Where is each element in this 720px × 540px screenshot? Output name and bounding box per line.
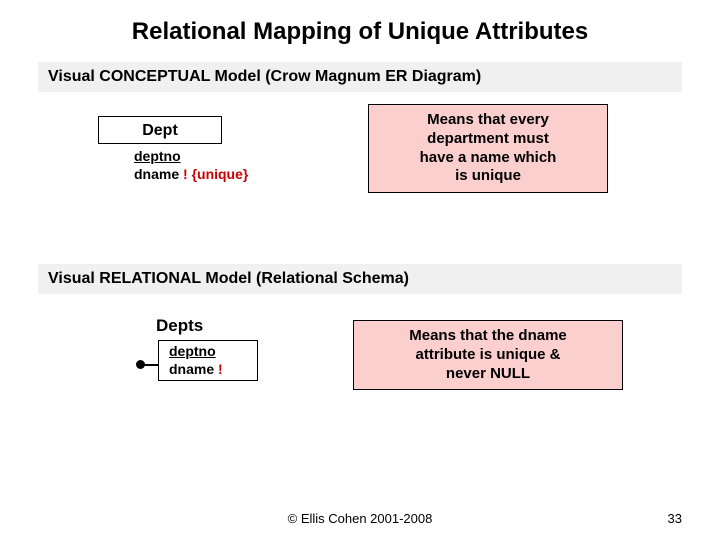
entity-dept-label: Dept xyxy=(142,122,178,139)
attr-dname-row: dname ! {unique} xyxy=(134,166,248,184)
callout-line: Means that every xyxy=(379,111,597,130)
callout-line: is unique xyxy=(379,167,597,186)
attr-deptno: deptno xyxy=(134,148,248,166)
attr-dname-constraint: ! {unique} xyxy=(179,166,248,182)
callout-line: department must xyxy=(379,130,597,149)
conceptual-section: Dept deptno dname ! {unique} Means that … xyxy=(38,98,682,258)
footer-copyright: © Ellis Cohen 2001-2008 xyxy=(0,511,720,526)
callout-line: Means that the dname xyxy=(364,327,612,346)
key-marker-line-icon xyxy=(144,364,158,366)
callout-line: never NULL xyxy=(364,365,612,384)
attr-dname: dname xyxy=(134,166,179,182)
conceptual-banner: Visual CONCEPTUAL Model (Crow Magnum ER … xyxy=(38,62,682,92)
callout-line: attribute is unique & xyxy=(364,346,612,365)
col-dname: dname xyxy=(169,361,214,377)
col-deptno: deptno xyxy=(169,343,247,361)
relational-section: Depts deptno dname ! Means that the dnam… xyxy=(38,300,682,440)
table-depts-box: deptno dname ! xyxy=(158,340,258,381)
entity-dept-attrs: deptno dname ! {unique} xyxy=(134,148,248,183)
table-depts-header: Depts xyxy=(156,316,203,336)
col-dname-row: dname ! xyxy=(169,361,247,379)
col-dname-constraint: ! xyxy=(214,361,223,377)
relational-banner: Visual RELATIONAL Model (Relational Sche… xyxy=(38,264,682,294)
conceptual-callout: Means that every department must have a … xyxy=(368,104,608,193)
callout-line: have a name which xyxy=(379,149,597,168)
footer-page-number: 33 xyxy=(668,511,682,526)
relational-callout: Means that the dname attribute is unique… xyxy=(353,320,623,390)
page-title: Relational Mapping of Unique Attributes xyxy=(0,0,720,56)
entity-dept-box: Dept xyxy=(98,116,222,144)
